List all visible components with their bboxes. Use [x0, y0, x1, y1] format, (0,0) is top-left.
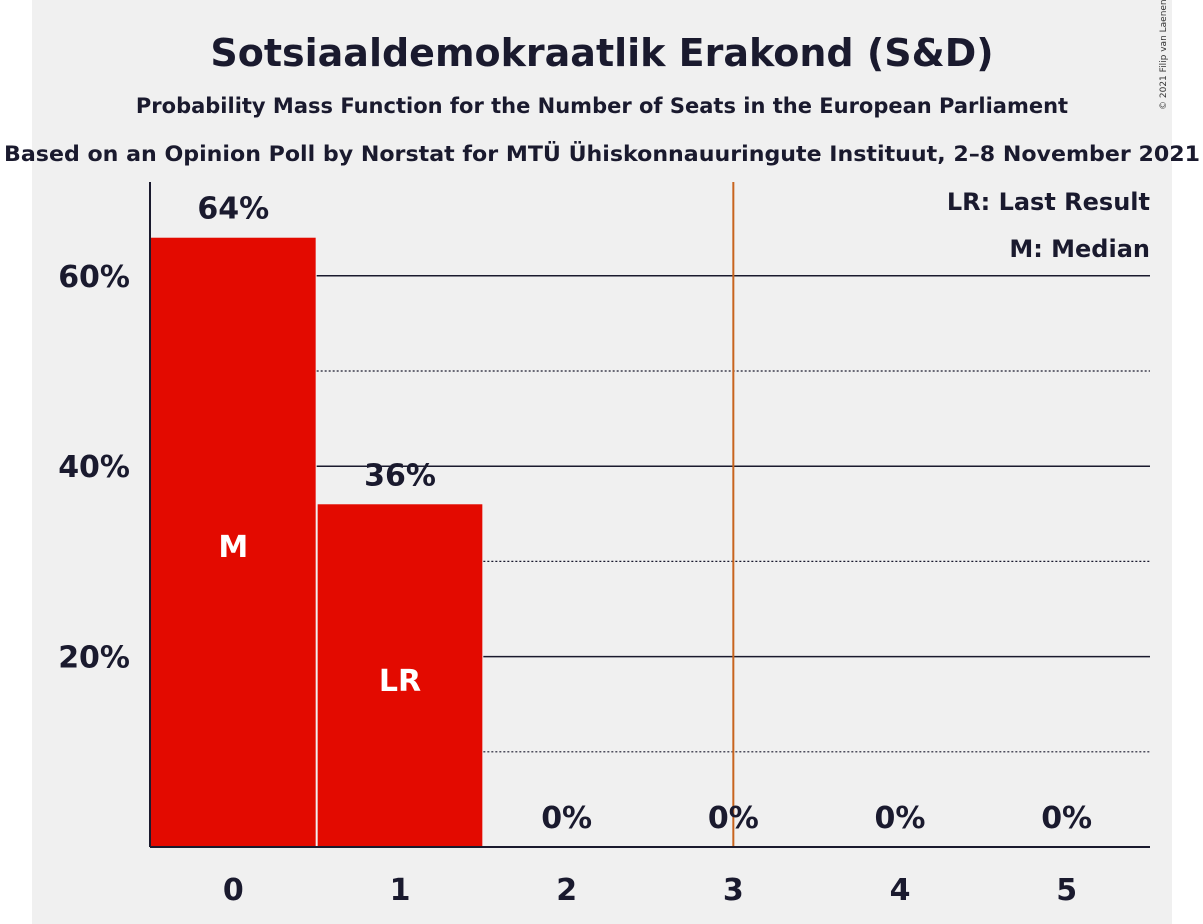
legend-median: M: Median	[1009, 235, 1150, 263]
bar-inner-label: M	[218, 530, 248, 565]
bar-inner-label: LR	[379, 664, 421, 699]
copyright-notice: © 2021 Filip van Laenen	[1159, 0, 1169, 110]
bar-value-label: 0%	[541, 801, 592, 836]
gridlines: 20% 40% 60%	[58, 260, 1150, 753]
bar-value-label: 0%	[708, 801, 759, 836]
bar-value-label: 0%	[875, 801, 926, 836]
x-tick-label: 3	[723, 873, 744, 908]
x-tick-label: 1	[390, 873, 411, 908]
x-tick-label: 5	[1056, 873, 1077, 908]
bar-value-label: 64%	[197, 192, 269, 227]
bar-value-label: 36%	[364, 458, 436, 493]
legend-last-result: LR: Last Result	[947, 188, 1150, 216]
x-tick-label: 2	[556, 873, 577, 908]
chart-subtitle: Probability Mass Function for the Number…	[136, 94, 1068, 118]
x-tick-label: 4	[890, 873, 911, 908]
axes	[149, 182, 1150, 848]
labels: 0 64% M 1 36% LR 2 0% 3 0% 4 0% 5 0%	[197, 192, 1092, 908]
y-tick-label: 40%	[58, 450, 130, 485]
y-tick-label: 20%	[58, 641, 130, 676]
bar-seats-1	[317, 504, 483, 847]
chart-source: Based on an Opinion Poll by Norstat for …	[4, 141, 1200, 166]
bars	[151, 237, 483, 848]
chart-title: Sotsiaaldemokraatlik Erakond (S&D)	[210, 31, 993, 75]
bar-seats-0	[151, 237, 316, 848]
bar-value-label: 0%	[1041, 801, 1092, 836]
x-tick-label: 0	[223, 873, 244, 908]
y-tick-label: 60%	[58, 260, 130, 295]
